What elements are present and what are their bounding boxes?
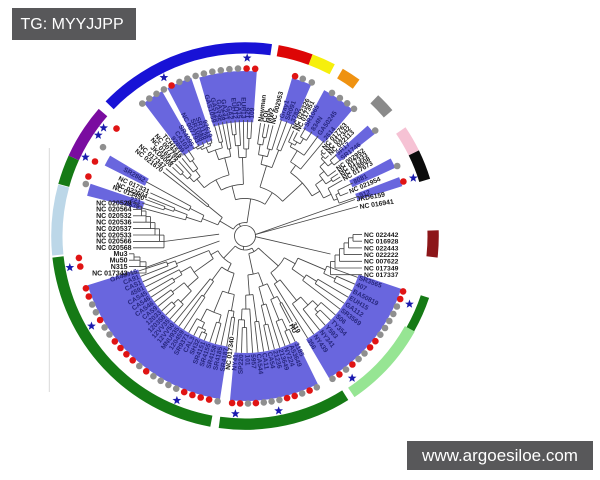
svg-text:GA15: GA15 <box>234 101 242 119</box>
svg-text:NC 022443: NC 022443 <box>364 245 399 252</box>
svg-text:NC 020532: NC 020532 <box>96 213 132 220</box>
svg-text:NC 007622: NC 007622 <box>364 259 399 266</box>
svg-text:EUH13: EUH13 <box>239 97 246 119</box>
svg-text:NC 017337: NC 017337 <box>364 272 399 279</box>
svg-text:NC 020536: NC 020536 <box>96 220 132 227</box>
svg-text:NC 022222: NC 022222 <box>364 252 399 259</box>
svg-text:319: 319 <box>290 322 302 335</box>
svg-text:SR4187: SR4187 <box>219 347 230 372</box>
svg-text:NC 020533: NC 020533 <box>96 232 132 239</box>
svg-text:HU: HU <box>287 323 298 335</box>
svg-text:NC 017343: NC 017343 <box>92 270 128 277</box>
svg-text:NC 020537: NC 020537 <box>96 226 132 233</box>
svg-text:912: 912 <box>359 189 372 199</box>
svg-text:Mu50: Mu50 <box>110 258 128 265</box>
svg-text:COL: COL <box>262 108 271 123</box>
svg-text:8539: 8539 <box>124 200 140 211</box>
svg-text:NC 022442: NC 022442 <box>364 232 399 239</box>
svg-text:SP220: SP220 <box>238 354 246 374</box>
svg-text:Mu3: Mu3 <box>114 251 128 258</box>
svg-text:GAS38: GAS38 <box>214 99 225 122</box>
svg-text:NC 020529: NC 020529 <box>96 200 132 207</box>
svg-text:CA11: CA11 <box>260 352 270 370</box>
svg-text:NC 017349: NC 017349 <box>364 265 399 272</box>
svg-text:GA231: GA231 <box>219 99 229 121</box>
svg-text:NC 017340: NC 017340 <box>225 336 236 370</box>
svg-text:MW2: MW2 <box>266 107 276 124</box>
svg-text:356: 356 <box>305 338 317 351</box>
svg-text:NC 020564: NC 020564 <box>96 207 132 214</box>
svg-text:221: 221 <box>129 196 142 206</box>
svg-text:126: 126 <box>244 107 251 118</box>
svg-text:NC 020568: NC 020568 <box>96 245 132 252</box>
svg-text:NY41: NY41 <box>231 354 239 371</box>
svg-text:407: 407 <box>355 282 368 293</box>
svg-text:EUH12: EUH12 <box>229 97 238 119</box>
svg-text:NC 020566: NC 020566 <box>96 239 132 246</box>
svg-text:Newman: Newman <box>257 94 268 122</box>
svg-text:109: 109 <box>249 107 257 119</box>
svg-text:CA54: CA54 <box>266 351 276 369</box>
svg-text:N315: N315 <box>111 264 128 271</box>
svg-text:CA544: CA544 <box>255 353 264 375</box>
svg-text:NC 016928: NC 016928 <box>364 239 399 246</box>
svg-text:101: 101 <box>243 354 250 365</box>
svg-text:GA2: GA2 <box>225 106 234 121</box>
svg-text:JKD6159: JKD6159 <box>356 192 386 204</box>
svg-text:5957: 5957 <box>249 354 257 369</box>
svg-text:21236: 21236 <box>271 350 282 370</box>
